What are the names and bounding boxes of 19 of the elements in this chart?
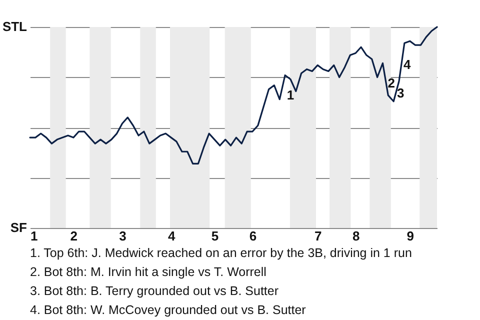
x-tick-label: 7 — [314, 228, 322, 244]
annotation: 4 — [404, 57, 412, 72]
text: STL — [2, 19, 28, 34]
x-tick-label: 9 — [406, 228, 414, 244]
x-tick-label: 8 — [352, 228, 360, 244]
x-tick-label: 3 — [119, 228, 126, 244]
text: SF — [10, 220, 28, 235]
text: 3. Bot 8th: B. Terry grounded out vs B. Sutter — [30, 283, 280, 300]
annotation: 1 — [286, 87, 294, 102]
x-tick-label: 2 — [70, 228, 78, 244]
text: 4. Bot 8th: W. McCovey grounded out vs B. Sutter — [30, 302, 307, 319]
x-tick-label: 1 — [30, 228, 38, 244]
annotation: 2 — [388, 75, 396, 90]
annotation: 3 — [397, 85, 404, 100]
x-tick-label: 5 — [211, 228, 219, 244]
x-tick-label: 6 — [249, 228, 257, 244]
text: 2. Bot 8th: M. Irvin hit a single vs T. Worrell — [30, 264, 268, 281]
x-tick-label: 4 — [168, 228, 176, 244]
text: 1. Top 6th: J. Medwick reached on an error by the 3B, driving in 1 run — [30, 245, 413, 262]
